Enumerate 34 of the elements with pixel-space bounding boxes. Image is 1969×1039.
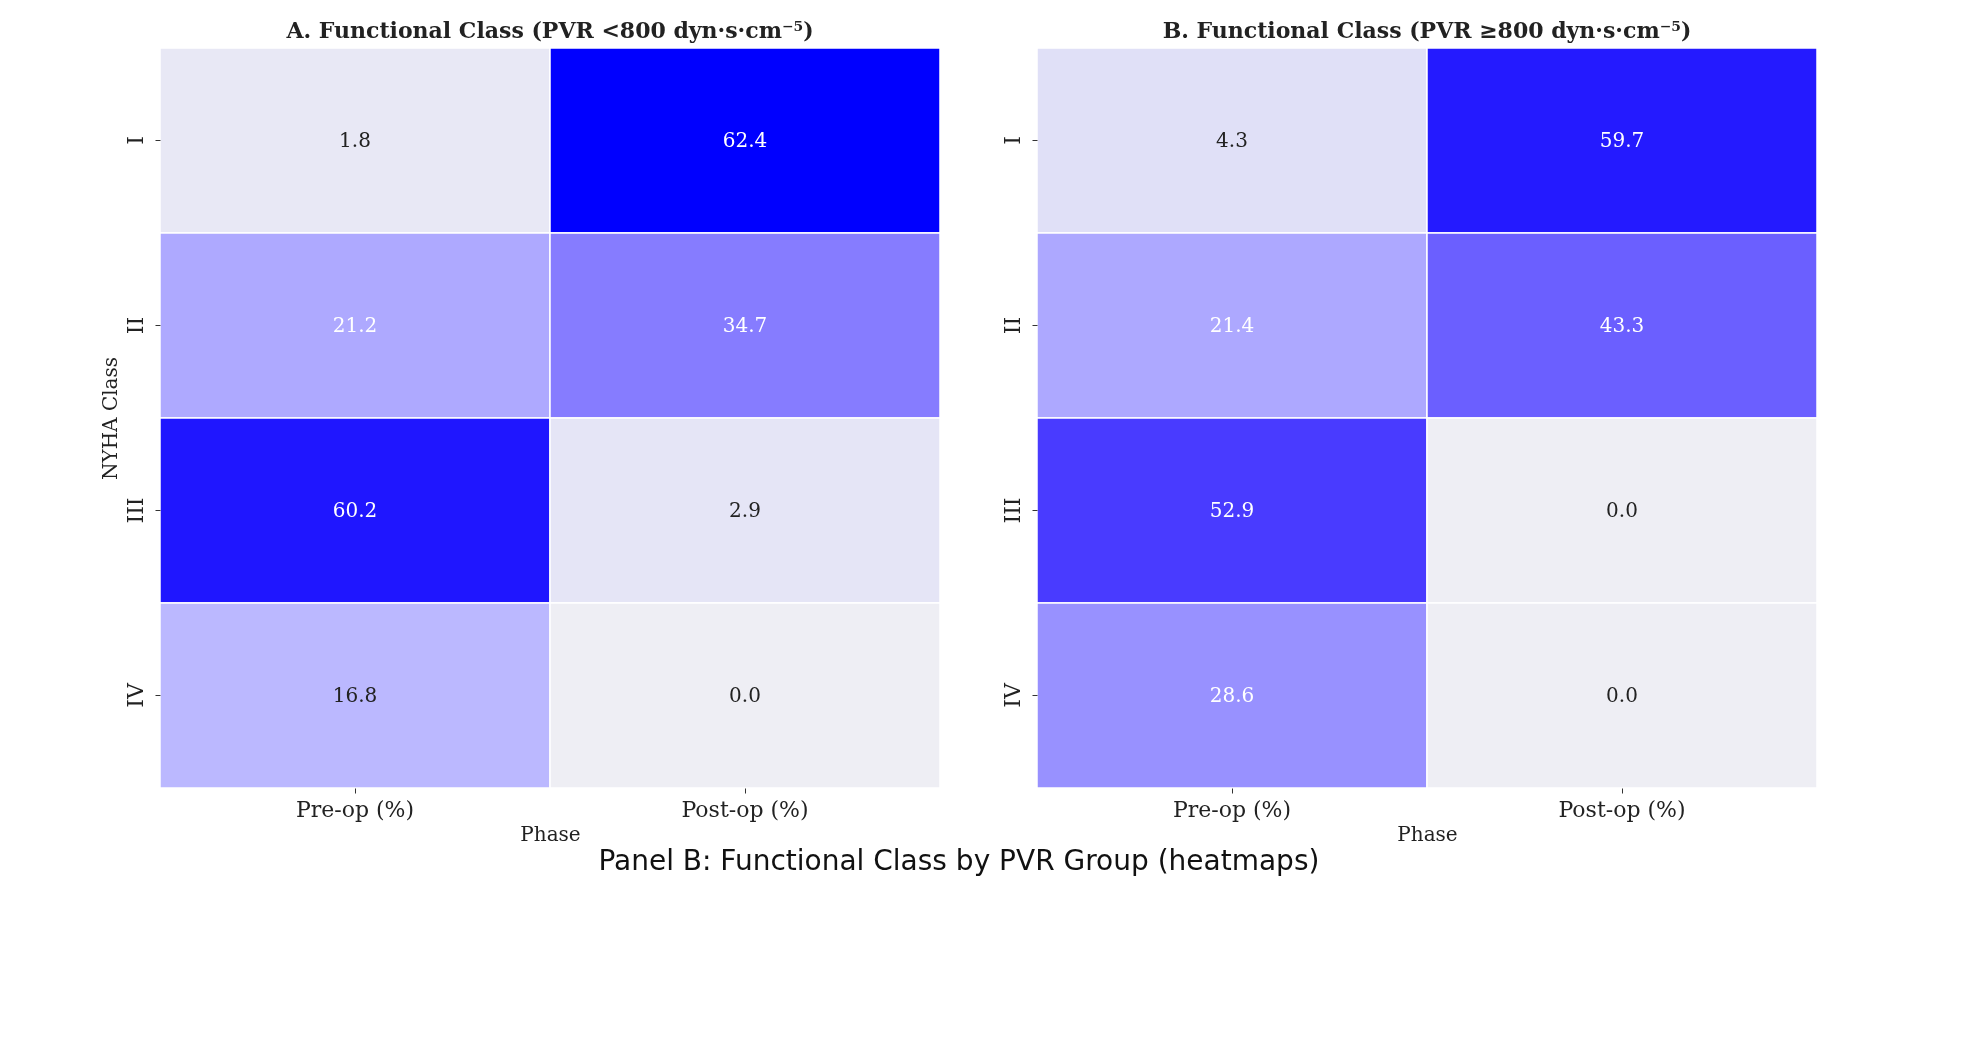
text: Panel B: Functional Class by PVR Group (heatmaps): [598, 844, 1320, 877]
data-label: 28.6: [1209, 682, 1255, 707]
x-tick-label: Post-op (%): [1558, 796, 1686, 822]
y-tick-label: IV: [999, 682, 1025, 708]
data-label: 4.3: [1216, 127, 1248, 152]
x-axis-title: Phase: [520, 821, 581, 846]
data-label: 21.2: [332, 312, 378, 337]
y-tick-label: II: [999, 316, 1025, 335]
y-tick-label: II: [122, 316, 148, 335]
data-label: 0.0: [1606, 497, 1638, 522]
x-tick-label: Pre-op (%): [295, 796, 415, 822]
data-label: 0.0: [729, 682, 761, 707]
data-label: 1.8: [339, 127, 371, 152]
data-label: 60.2: [332, 497, 378, 522]
y-axis-title: NYHA Class: [97, 356, 122, 481]
x-axis-title: Phase: [1397, 821, 1458, 846]
x-tick-label: Post-op (%): [681, 796, 809, 822]
data-label: 34.7: [722, 312, 768, 337]
chart-title: A. Functional Class (PVR <800 dyn·s·cm⁻⁵): [285, 17, 814, 44]
y-tick-label: I: [122, 136, 148, 145]
data-label: 21.4: [1209, 312, 1255, 337]
data-label: 0.0: [1606, 682, 1638, 707]
data-label: 43.3: [1599, 312, 1645, 337]
data-label: 59.7: [1599, 127, 1645, 152]
y-tick-label: III: [999, 497, 1025, 524]
data-label: 52.9: [1209, 497, 1255, 522]
data-label: 62.4: [722, 127, 768, 152]
y-tick-label: IV: [122, 682, 148, 708]
y-tick-label: I: [999, 136, 1025, 145]
x-tick-label: Pre-op (%): [1172, 796, 1292, 822]
data-label: 2.9: [729, 497, 761, 522]
chart-title: B. Functional Class (PVR ≥800 dyn·s·cm⁻⁵): [1162, 17, 1692, 44]
data-label: 16.8: [332, 682, 378, 707]
y-tick-label: III: [122, 497, 148, 524]
